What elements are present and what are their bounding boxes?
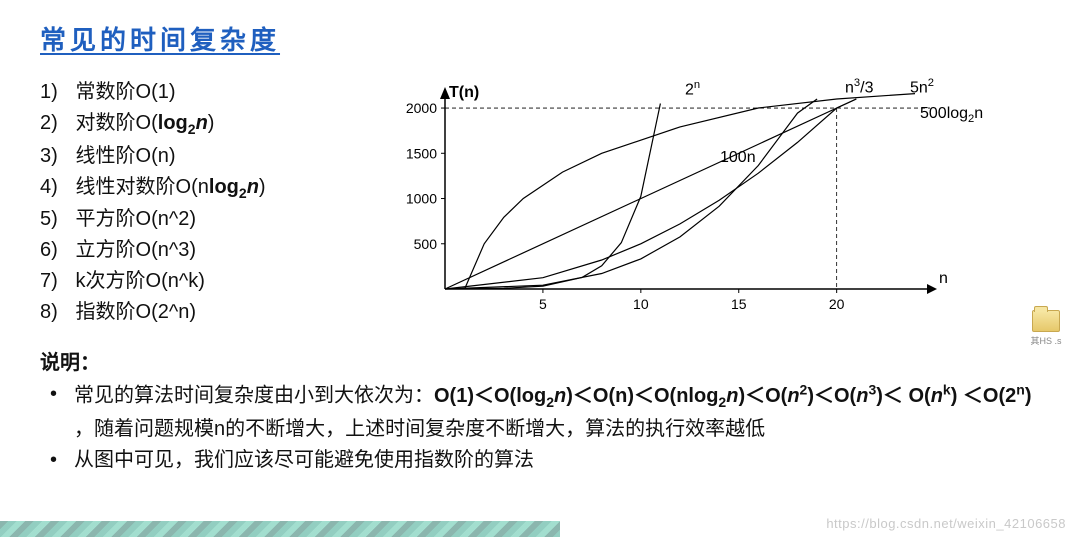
svg-text:T(n): T(n) xyxy=(449,84,479,101)
list-item: 6) 立方阶O(n^3) xyxy=(40,235,370,266)
watermark-text: https://blog.csdn.net/weixin_42106658 xyxy=(826,516,1066,531)
curve-label: 5n2 xyxy=(910,77,934,97)
svg-text:10: 10 xyxy=(633,296,649,312)
list-item: 7) k次方阶O(n^k) xyxy=(40,266,370,297)
curve-label: 2n xyxy=(685,79,700,99)
curve-label: 500log2n xyxy=(920,105,983,125)
list-item: 3) 线性阶O(n) xyxy=(40,141,370,172)
description-bullets: 常见的算法时间复杂度由小到大依次为：O(1)＜O(log2n)＜O(n)＜O(n… xyxy=(40,379,1056,475)
svg-text:500: 500 xyxy=(414,236,438,252)
curve-label: 100n xyxy=(720,149,756,167)
folder-label: 其HS .s xyxy=(1026,334,1066,347)
svg-text:20: 20 xyxy=(829,296,845,312)
list-item: 5) 平方阶O(n^2) xyxy=(40,204,370,235)
svg-text:15: 15 xyxy=(731,296,747,312)
desktop-folder-icon: 其HS .s xyxy=(1026,310,1066,347)
complexity-chart: 5001000150020005101520T(n)n 2nn3/35n2500… xyxy=(390,77,970,317)
svg-text:2000: 2000 xyxy=(406,100,437,116)
decorative-stripe xyxy=(0,521,560,537)
page-title: 常见的时间复杂度 xyxy=(40,20,1056,57)
curve-label: n3/3 xyxy=(845,77,873,97)
svg-text:1500: 1500 xyxy=(406,145,437,161)
svg-text:5: 5 xyxy=(539,296,547,312)
complexity-list: 1) 常数阶O(1)2) 对数阶O(log2n)3) 线性阶O(n)4) 线性对… xyxy=(40,77,370,328)
description-title: 说明： xyxy=(40,346,1056,375)
list-item: 4) 线性对数阶O(nlog2n) xyxy=(40,172,370,205)
svg-text:1000: 1000 xyxy=(406,191,437,207)
svg-text:n: n xyxy=(939,270,948,287)
list-item: 2) 对数阶O(log2n) xyxy=(40,108,370,141)
list-item: 8) 指数阶O(2^n) xyxy=(40,297,370,328)
list-item: 1) 常数阶O(1) xyxy=(40,77,370,108)
list-item: 常见的算法时间复杂度由小到大依次为：O(1)＜O(log2n)＜O(n)＜O(n… xyxy=(50,379,1056,444)
list-item: 从图中可见，我们应该尽可能避免使用指数阶的算法 xyxy=(50,445,1056,476)
